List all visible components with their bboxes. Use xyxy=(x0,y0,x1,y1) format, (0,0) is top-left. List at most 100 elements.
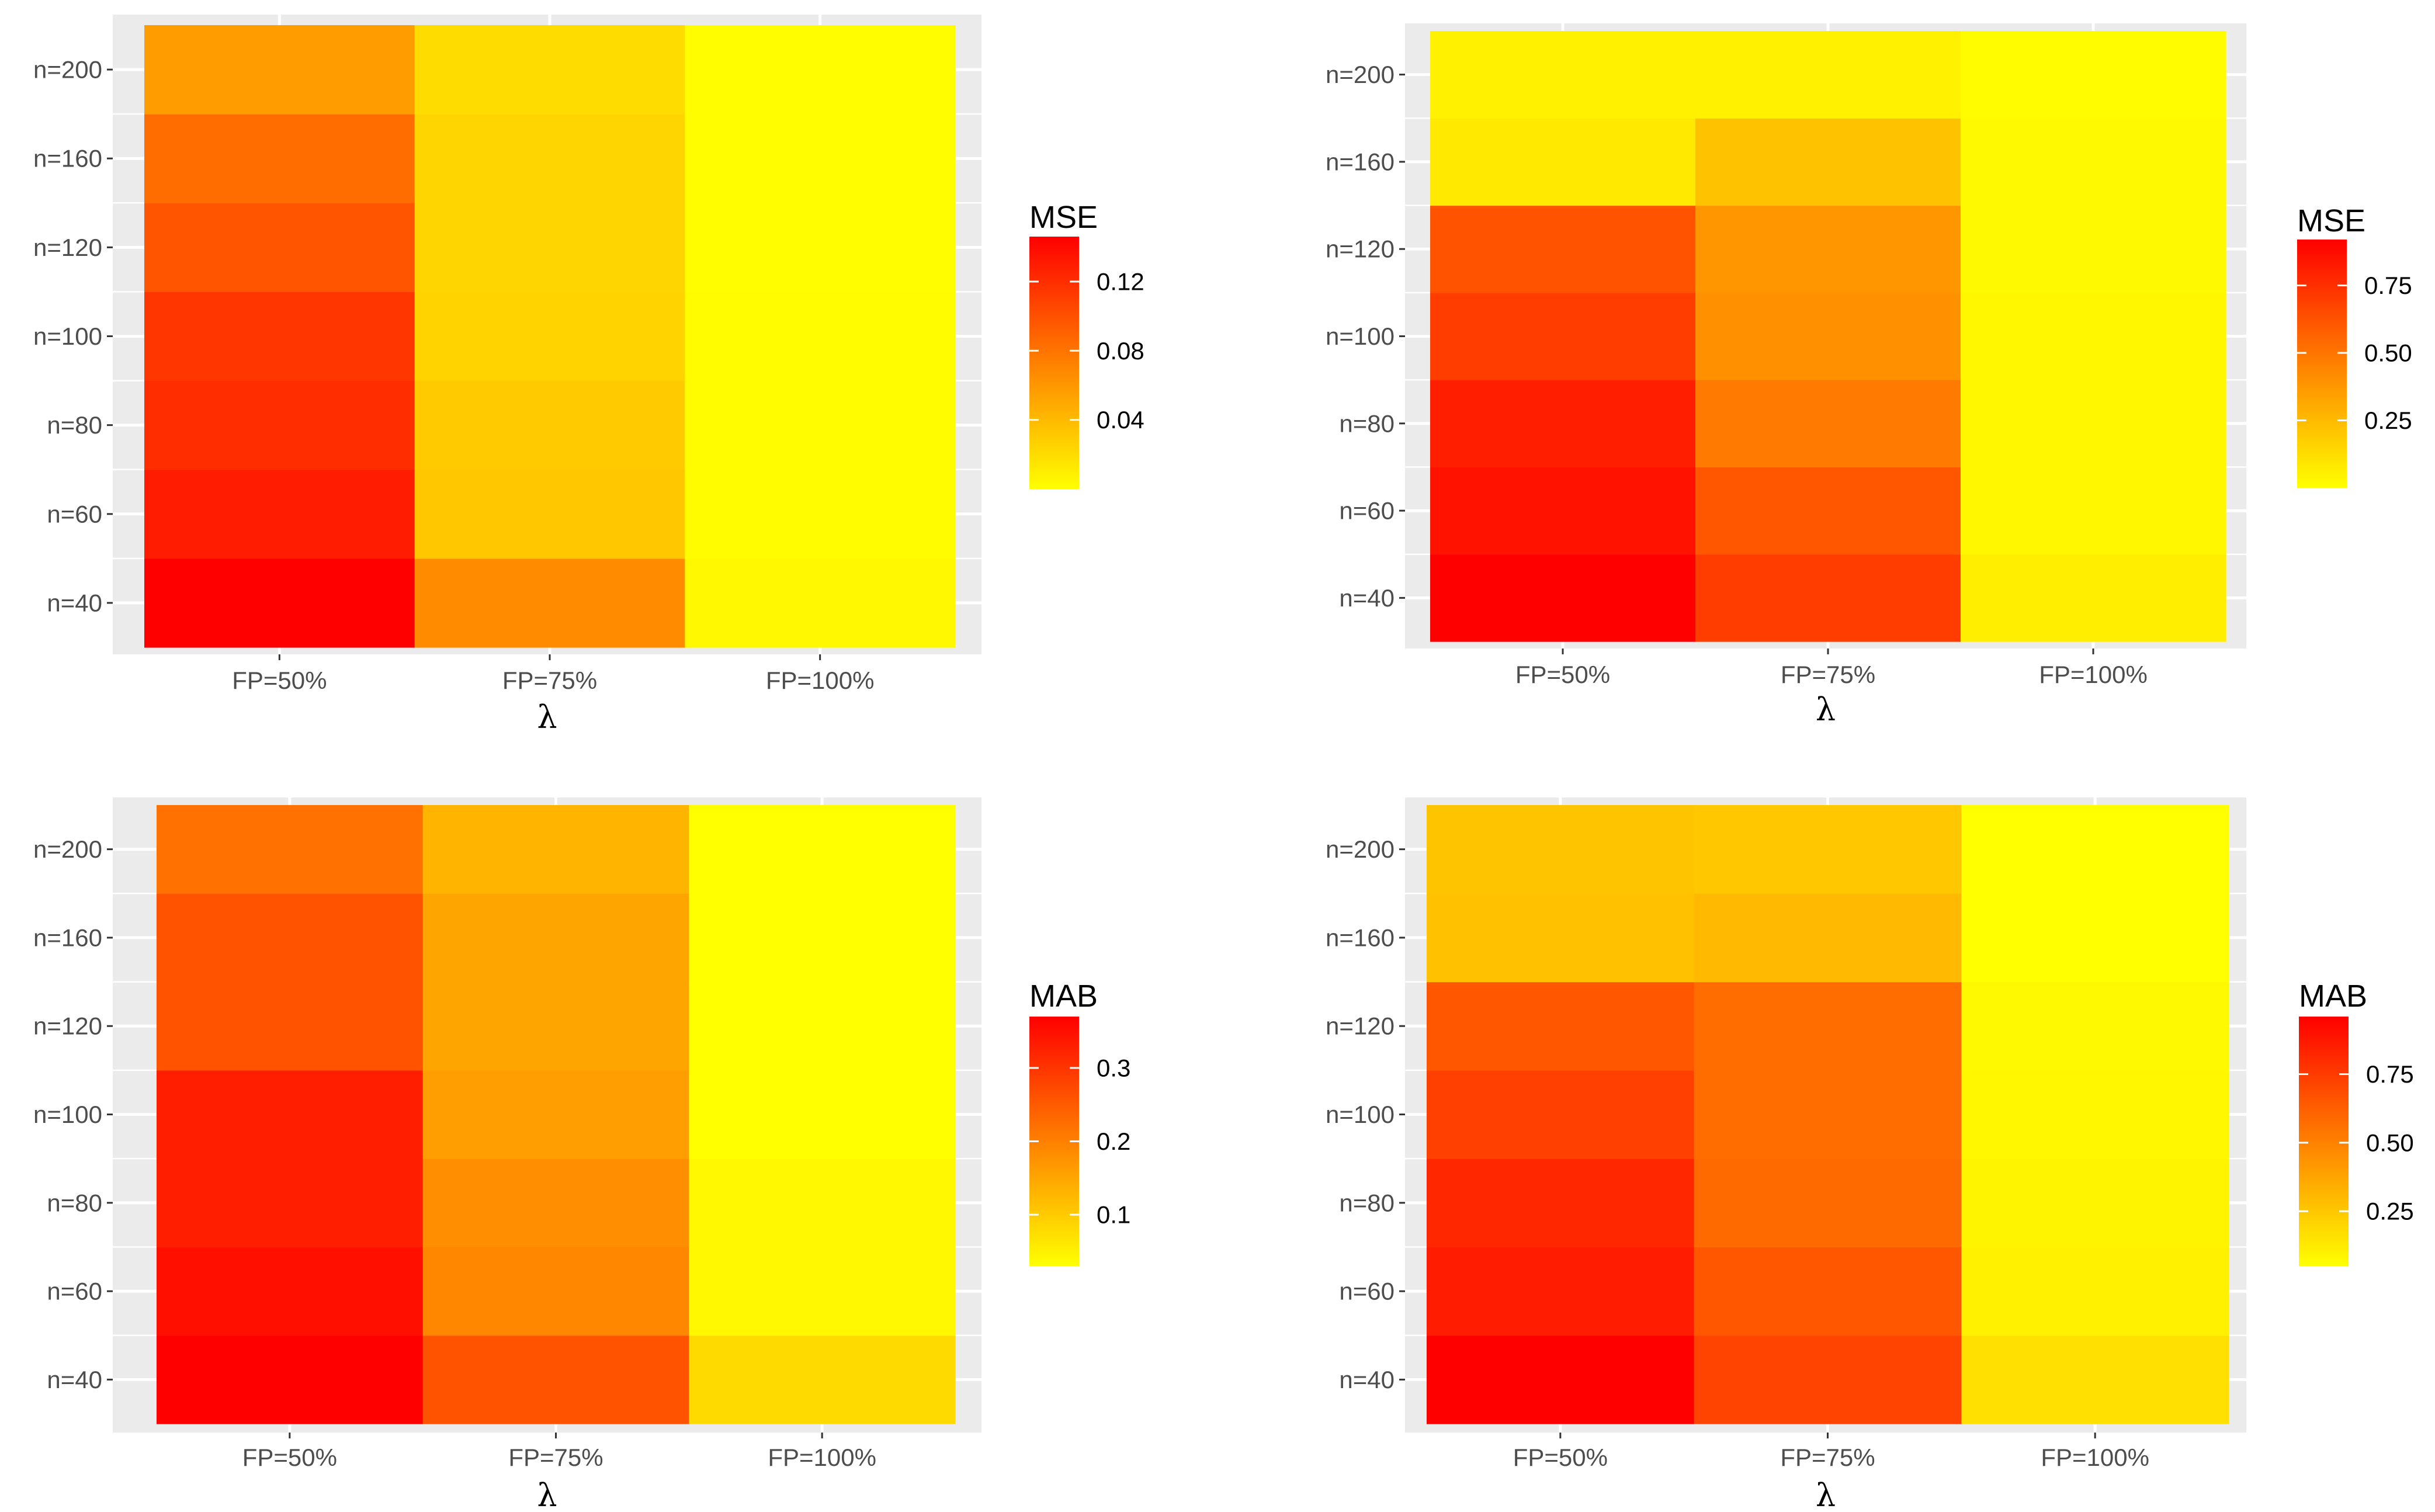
heatmap-tile xyxy=(144,469,415,559)
legend-break-label: 0.25 xyxy=(2364,407,2412,434)
heatmap-tile xyxy=(1961,380,2226,468)
heatmap-panel-3: n=40 n=60 n=80 n=100 n=120 n=160 n=200 FP=50% FP… xyxy=(33,797,1130,1512)
heatmap-tile xyxy=(1961,467,2226,555)
y-tick-label: n=80 xyxy=(47,411,102,439)
legend-break-label: 0.12 xyxy=(1097,268,1144,295)
heatmap-tile xyxy=(422,893,689,983)
heatmap-tile xyxy=(689,1335,956,1424)
legend-break-label: 0.75 xyxy=(2364,272,2412,299)
x-tick-label: FP=100% xyxy=(2039,661,2148,688)
heatmap-tile xyxy=(414,469,685,559)
colorbar-legend: MAB 0.1 0.2 0.3 xyxy=(1029,979,1130,1266)
heatmap-tile xyxy=(157,805,424,894)
heatmap-tile xyxy=(157,982,424,1071)
heatmap-tile xyxy=(685,114,956,203)
y-tick-label: n=160 xyxy=(1326,148,1395,175)
x-tick-label: FP=50% xyxy=(1515,661,1610,688)
x-tick-label: FP=75% xyxy=(1781,661,1875,688)
heatmap-tile xyxy=(689,1247,956,1336)
colorbar xyxy=(1029,237,1079,489)
y-tick-label: n=100 xyxy=(33,1101,102,1128)
heatmap-tile xyxy=(414,25,685,115)
heatmap-tile xyxy=(144,292,415,382)
heatmap-tile xyxy=(1430,554,1696,642)
heatmap-tile xyxy=(157,1159,424,1248)
x-tick-label: FP=100% xyxy=(766,667,875,694)
heatmap-tile xyxy=(1430,467,1696,555)
y-tick-label: n=200 xyxy=(1326,835,1395,863)
x-axis-title: λ xyxy=(1816,691,1836,728)
legend-break-label: 0.3 xyxy=(1097,1054,1130,1081)
heatmap-tile xyxy=(144,558,415,648)
heatmap-tile xyxy=(157,1247,424,1336)
heatmap-tile xyxy=(685,203,956,293)
heatmap-tile xyxy=(1695,467,1961,555)
heatmap-tile xyxy=(422,1159,689,1248)
y-tick-label: n=200 xyxy=(33,56,102,84)
heatmap-tile xyxy=(157,893,424,983)
heatmap-tile xyxy=(1427,982,1695,1071)
colorbar xyxy=(2299,1017,2349,1266)
legend-title: MSE xyxy=(2297,203,2365,238)
heatmap-tile xyxy=(1427,1335,1695,1424)
heatmap-tile xyxy=(1430,380,1696,468)
x-tick-label: FP=75% xyxy=(508,1444,603,1471)
y-tick-label: n=100 xyxy=(33,322,102,350)
heatmap-tile xyxy=(144,25,415,115)
legend-break-label: 0.2 xyxy=(1097,1128,1130,1155)
y-tick-label: n=60 xyxy=(47,1278,102,1305)
heatmap-tile xyxy=(414,203,685,293)
heatmap-tile xyxy=(414,114,685,203)
heatmap-tile xyxy=(422,1247,689,1336)
heatmap-tile xyxy=(1961,1247,2229,1336)
heatmap-tile xyxy=(689,1159,956,1248)
heatmap-tile xyxy=(1430,292,1696,380)
heatmap-tile xyxy=(1695,31,1961,119)
heatmap-panel-4: n=40 n=60 n=80 n=100 n=120 n=160 n=200 FP=50% FP… xyxy=(1326,797,2414,1512)
heatmap-tile xyxy=(414,292,685,382)
heatmap-tile xyxy=(414,558,685,648)
legend-break-label: 0.75 xyxy=(2366,1060,2414,1088)
heatmap-tile xyxy=(1430,205,1696,293)
colorbar-legend: MSE 0.25 0.50 0.75 xyxy=(2297,203,2412,488)
legend-break-label: 0.1 xyxy=(1097,1201,1130,1229)
heatmap-tile xyxy=(1961,554,2226,642)
x-tick-label: FP=100% xyxy=(768,1444,876,1471)
y-tick-label: n=120 xyxy=(33,1012,102,1040)
heatmap-tile xyxy=(685,292,956,382)
heatmap-tile xyxy=(1961,31,2226,119)
legend-break-label: 0.04 xyxy=(1097,406,1144,434)
legend-break-label: 0.25 xyxy=(2366,1198,2414,1225)
y-tick-label: n=200 xyxy=(33,835,102,863)
heatmap-tile xyxy=(689,1070,956,1159)
y-tick-label: n=120 xyxy=(33,234,102,261)
heatmap-tile xyxy=(1694,805,1962,894)
heatmap-tile xyxy=(1694,1070,1962,1159)
y-tick-label: n=120 xyxy=(1326,1012,1395,1040)
heatmap-tile xyxy=(1427,893,1695,983)
y-tick-label: n=100 xyxy=(1326,1101,1395,1128)
x-axis-title: λ xyxy=(537,699,557,736)
colorbar xyxy=(2297,240,2347,488)
heatmap-panel-2: n=40 n=60 n=80 n=100 n=120 n=160 n=200 FP=50% FP… xyxy=(1326,23,2412,728)
heatmap-tile xyxy=(1961,1159,2229,1248)
heatmap-tile xyxy=(1961,805,2229,894)
heatmap-tile xyxy=(1695,554,1961,642)
heatmap-tile xyxy=(1961,118,2226,206)
legend-break-label: 0.50 xyxy=(2364,339,2412,367)
heatmap-tile xyxy=(422,1070,689,1159)
heatmap-tile xyxy=(689,982,956,1071)
heatmap-tile xyxy=(157,1070,424,1159)
y-tick-label: n=160 xyxy=(1326,924,1395,951)
y-tick-label: n=160 xyxy=(33,145,102,172)
heatmap-tile xyxy=(1427,1159,1695,1248)
legend-break-label: 0.50 xyxy=(2366,1129,2414,1156)
heatmap-tile xyxy=(1961,982,2229,1071)
heatmap-tile xyxy=(144,114,415,203)
heatmap-tile xyxy=(1961,1335,2229,1424)
heatmap-tile xyxy=(144,380,415,470)
x-tick-label: FP=50% xyxy=(232,667,327,694)
x-tick-label: FP=75% xyxy=(502,667,597,694)
heatmap-tile xyxy=(422,1335,689,1424)
